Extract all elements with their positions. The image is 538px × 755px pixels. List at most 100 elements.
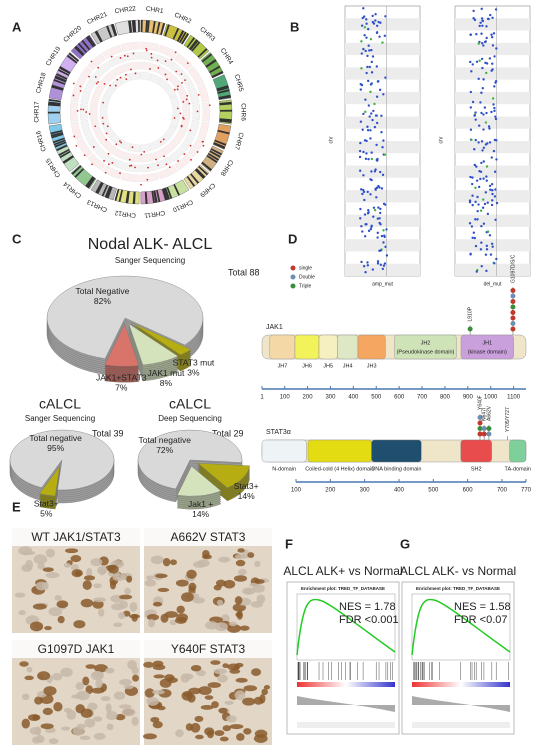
ihc-cell	[131, 614, 138, 622]
cnv-dot	[382, 93, 385, 96]
tick-label: 100	[291, 488, 302, 494]
cnv-dot	[493, 138, 497, 142]
cnv-dot	[474, 186, 477, 190]
cnv-dot	[359, 141, 362, 145]
cnv-dot	[481, 149, 484, 152]
legend-label: single	[299, 265, 312, 271]
ihc-cell	[85, 685, 93, 695]
cnv-dot	[369, 37, 373, 41]
ihc-title: A662V STAT3	[171, 530, 246, 544]
cnv-dot	[491, 16, 494, 20]
domain	[460, 439, 492, 463]
cnv-dot	[485, 248, 489, 251]
ihc-title: WT JAK1/STAT3	[31, 530, 121, 544]
cnv-dot	[480, 7, 483, 11]
track	[126, 153, 140, 163]
cnv-dot	[358, 169, 362, 172]
track	[126, 61, 140, 71]
mutation-dot	[481, 426, 487, 431]
cnv-dot	[473, 18, 477, 22]
ihc-cell	[112, 573, 126, 581]
ihc-cell	[91, 687, 105, 694]
mutation-dot	[510, 304, 516, 310]
track	[172, 79, 186, 94]
track-dot	[119, 76, 122, 79]
chr-stripe	[345, 214, 420, 227]
domain-label: JH2	[421, 340, 431, 346]
total-label: Total 39	[92, 428, 124, 438]
track-dot	[90, 60, 93, 63]
tick-label: 200	[325, 488, 336, 494]
ihc-cell	[155, 573, 168, 579]
track-dot	[106, 125, 109, 128]
track	[102, 165, 122, 180]
cytoband	[181, 33, 189, 45]
cnv-dot	[482, 44, 485, 47]
ihc-cell	[48, 738, 59, 745]
track	[140, 71, 152, 81]
cnv-dot	[361, 128, 364, 131]
tick-label: 600	[394, 395, 405, 401]
cnv-dot	[469, 175, 472, 179]
mutation-dot	[481, 431, 487, 437]
cnv-dot	[369, 90, 372, 94]
cnv-dot	[385, 228, 388, 231]
cnv-dot	[370, 170, 373, 173]
cnv-dot	[480, 91, 483, 94]
panel-letter: E	[12, 499, 21, 514]
cnv-dot	[468, 222, 472, 225]
cnv-dot	[488, 127, 491, 130]
cytoband	[198, 165, 209, 176]
pie-label: Total negative	[29, 433, 82, 443]
track-dot	[120, 141, 123, 144]
mutation-label: G1097D/S/C	[510, 254, 516, 283]
ihc-cell	[219, 736, 229, 742]
ihc-cell	[235, 611, 243, 618]
track	[109, 78, 123, 91]
track-dot	[175, 70, 178, 73]
cnv-dot	[478, 169, 481, 173]
cytoband	[145, 20, 148, 33]
cnv-dot	[493, 195, 497, 198]
chr-stripe	[345, 165, 420, 178]
cnv-dot	[475, 165, 478, 168]
track	[169, 116, 180, 129]
track-dot	[180, 125, 183, 128]
cytoband	[179, 31, 187, 43]
cytoband	[126, 191, 130, 204]
cytoband	[52, 137, 65, 144]
chromosome-band	[90, 179, 117, 201]
track	[80, 87, 92, 105]
cnv-dot	[360, 24, 364, 27]
cnv-dot	[480, 140, 484, 143]
pie-value-label: 82%	[94, 296, 111, 306]
track	[87, 153, 106, 171]
cytoband	[210, 148, 223, 156]
track-dot	[185, 98, 188, 101]
cnv-dot	[382, 229, 385, 232]
gsea-title: ALCL ALK+ vs Normal	[283, 564, 402, 578]
track	[188, 119, 200, 137]
cnv-dot	[375, 196, 378, 199]
ihc-cell	[79, 735, 91, 740]
ihc-cell	[174, 617, 187, 624]
mutation-dot	[510, 310, 516, 315]
ihc-cell	[61, 726, 71, 731]
cnv-dot	[381, 173, 385, 177]
track-dot	[184, 79, 186, 82]
ihc-cell	[70, 564, 79, 571]
track-dot	[110, 55, 113, 58]
ihc-cell	[119, 594, 133, 600]
cnv-dot	[370, 48, 373, 52]
cytoband	[66, 54, 78, 64]
ihc-cell	[121, 708, 136, 717]
cnv-dot	[362, 265, 366, 268]
cnv-dot	[367, 209, 370, 212]
track	[179, 91, 190, 106]
cnv-dot	[375, 31, 379, 34]
cnv-dot	[379, 263, 383, 266]
ihc-cell	[235, 553, 246, 560]
track-dot	[181, 81, 183, 84]
track-dot	[119, 57, 122, 59]
ihc-cell	[105, 667, 115, 674]
